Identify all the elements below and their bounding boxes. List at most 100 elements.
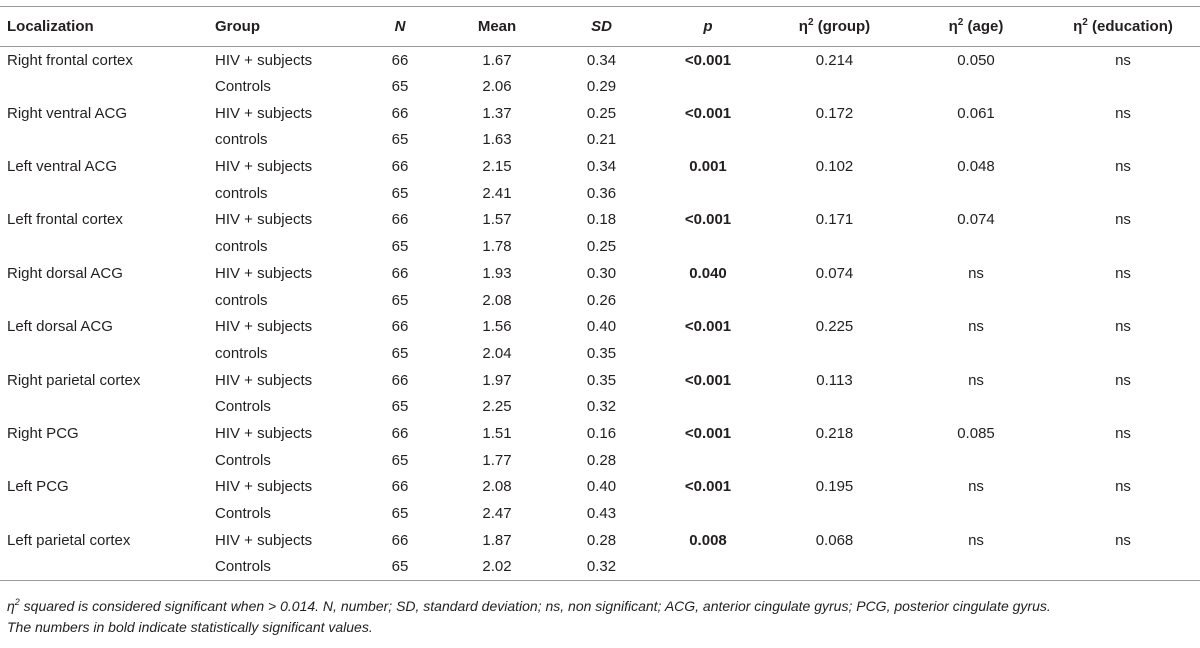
mean-cell: 1.78	[482, 238, 512, 256]
table-row: Right parietal cortex HIV + subjects 66 1.9…	[0, 367, 1200, 394]
p-value-cell	[653, 340, 763, 367]
mean-cell: 2.02	[444, 553, 550, 581]
header-group: Group	[208, 6, 356, 47]
eta-education-cell	[1046, 553, 1200, 581]
table-footnote: η2 squared is considered significant whe…	[7, 596, 1197, 638]
n-cell: 66	[391, 531, 409, 549]
eta-age-cell	[906, 287, 1046, 314]
eta-education-cell	[1046, 393, 1200, 420]
localization-cell: Left ventral ACG	[7, 158, 118, 176]
sd-cell: 0.16	[586, 424, 617, 442]
p-value-cell	[653, 393, 763, 420]
sd-cell: 0.26	[586, 291, 617, 309]
localization-cell	[0, 500, 208, 527]
eta-education-cell	[1046, 233, 1200, 260]
header-eta-age: η2 (age)	[906, 6, 1046, 47]
eta-age-cell: 0.050	[957, 51, 995, 69]
sd-cell: 0.28	[586, 531, 617, 549]
group-cell: HIV + subjects	[215, 371, 313, 389]
mean-cell: 1.51	[482, 424, 512, 442]
footnote-line-2: The numbers in bold indicate statistical…	[7, 619, 373, 635]
sd-cell: 0.28	[586, 451, 617, 469]
p-value-cell: 0.008	[689, 531, 727, 549]
group-cell: Controls	[215, 505, 271, 523]
group-cell: controls	[215, 238, 268, 256]
eta-age-cell: 0.061	[957, 104, 995, 122]
sd-cell: 0.34	[586, 51, 617, 69]
sd-cell: 0.32	[550, 553, 653, 581]
header-sd: SD	[550, 6, 653, 47]
eta-education-cell: ns	[1115, 51, 1131, 69]
p-value-cell: <0.001	[684, 478, 732, 496]
n-cell: 66	[391, 51, 409, 69]
eta-education-cell: ns	[1115, 531, 1131, 549]
eta-age-cell	[906, 127, 1046, 154]
group-cell: HIV + subjects	[215, 211, 313, 229]
localization-cell	[0, 73, 208, 100]
group-cell: Controls	[215, 398, 271, 416]
eta-group-cell	[763, 233, 906, 260]
eta-education-cell: ns	[1115, 478, 1131, 496]
group-cell: HIV + subjects	[215, 104, 313, 122]
sd-cell: 0.25	[586, 238, 617, 256]
group-cell: controls	[215, 291, 268, 309]
results-table: Localization Group N Mean SD p η2 (group…	[0, 6, 1200, 581]
sd-cell: 0.34	[586, 158, 617, 176]
p-value-cell	[653, 233, 763, 260]
n-cell: 65	[391, 505, 409, 523]
sd-cell: 0.43	[586, 505, 617, 523]
eta-age-cell: ns	[968, 371, 984, 389]
eta-group-cell	[763, 553, 906, 581]
sd-cell: 0.40	[586, 478, 617, 496]
p-value-cell: 0.040	[689, 264, 727, 282]
eta-group-cell: 0.225	[815, 318, 854, 336]
table-row: Controls 65 2.06 0.29	[0, 73, 1200, 100]
eta-group-cell	[763, 500, 906, 527]
n-cell: 65	[391, 78, 409, 96]
eta-group-cell: 0.113	[816, 371, 853, 389]
sd-cell: 0.18	[586, 211, 617, 229]
eta-group-cell	[763, 393, 906, 420]
eta-group-cell	[763, 127, 906, 154]
mean-cell: 1.87	[482, 531, 512, 549]
n-cell: 65	[356, 553, 444, 581]
localization-cell	[0, 127, 208, 154]
localization-cell	[0, 180, 208, 207]
p-value-cell	[653, 73, 763, 100]
n-cell: 65	[391, 184, 409, 202]
localization-cell: Left PCG	[7, 478, 69, 496]
eta-group-cell: 0.214	[815, 51, 854, 69]
table-row: controls 65 2.41 0.36	[0, 180, 1200, 207]
localization-cell: Left dorsal ACG	[7, 318, 113, 336]
group-cell: HIV + subjects	[215, 51, 313, 69]
table-row: Left ventral ACG HIV + subjects 66 2.15 0.34…	[0, 153, 1200, 180]
eta-group-cell	[763, 447, 906, 474]
eta-education-cell	[1046, 73, 1200, 100]
group-cell: Controls	[208, 553, 356, 581]
p-value-cell: <0.001	[684, 424, 732, 442]
eta-age-cell: 0.048	[957, 158, 995, 176]
table-row: Left frontal cortex HIV + subjects 66 1.57 0…	[0, 207, 1200, 234]
table-row: Controls 65 2.47 0.43	[0, 500, 1200, 527]
mean-cell: 2.08	[482, 478, 512, 496]
eta-group-cell	[763, 287, 906, 314]
localization-cell: Left parietal cortex	[7, 531, 131, 549]
p-value-cell: <0.001	[684, 318, 732, 336]
localization-cell: Right dorsal ACG	[7, 264, 123, 282]
localization-cell: Right parietal cortex	[7, 371, 141, 389]
mean-cell: 1.77	[482, 451, 512, 469]
group-cell: controls	[215, 184, 268, 202]
p-value-cell	[653, 447, 763, 474]
mean-cell: 2.08	[482, 291, 512, 309]
table-row: Controls 65 1.77 0.28	[0, 447, 1200, 474]
eta-group-cell: 0.195	[815, 478, 854, 496]
table-row: Controls 65 2.25 0.32	[0, 393, 1200, 420]
p-value-cell: <0.001	[684, 104, 732, 122]
eta-education-cell	[1046, 340, 1200, 367]
group-cell: HIV + subjects	[215, 478, 313, 496]
sd-cell: 0.40	[586, 318, 617, 336]
mean-cell: 1.67	[482, 51, 512, 69]
eta-group-cell: 0.068	[815, 531, 854, 549]
p-value-cell	[653, 553, 763, 581]
